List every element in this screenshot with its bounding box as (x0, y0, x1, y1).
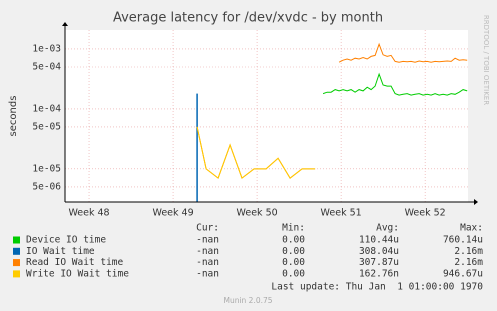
legend-stat: 110.44u (359, 235, 399, 246)
plot-area (65, 30, 468, 202)
legend-stat: 308.04u (359, 246, 399, 257)
y-tick-label: 1e-03 (32, 43, 61, 54)
legend-stat: 2.16m (454, 246, 483, 257)
y-axis-label: seconds (8, 96, 19, 137)
legend-label: Device IO time (26, 235, 106, 246)
y-tick-label: 5e-05 (32, 121, 61, 132)
legend-stat: -nan (196, 268, 219, 279)
legend-swatch (13, 247, 20, 255)
legend-stat: -nan (196, 235, 219, 246)
legend-stat: 0.00 (282, 257, 305, 268)
x-tick-label: Week 49 (152, 208, 193, 219)
legend-header: Max: (460, 223, 483, 234)
legend-header: Min: (282, 223, 305, 234)
x-tick-label: Week 51 (321, 208, 362, 219)
y-tick-label: 1e-04 (32, 103, 61, 114)
x-tick-label: Week 52 (405, 208, 446, 219)
series-line (322, 72, 468, 96)
legend-stat: 0.00 (282, 268, 305, 279)
y-tick-label: 5e-04 (32, 61, 61, 72)
footer: Munin 2.0.75 (223, 296, 272, 305)
legend-stat: -nan (196, 257, 219, 268)
y-axis-arrow (62, 22, 68, 26)
y-tick-label: 1e-05 (32, 163, 61, 174)
legend-swatch (13, 236, 20, 244)
legend-header: Avg: (376, 223, 399, 234)
legend-stat: 162.76n (359, 268, 399, 279)
y-tick-label: 5e-06 (32, 181, 61, 192)
legend-stat: 0.00 (282, 246, 305, 257)
x-tick-label: Week 50 (237, 208, 278, 219)
series-line (338, 42, 468, 63)
legend-stat: 307.87u (359, 257, 399, 268)
legend-stat: 2.16m (454, 257, 483, 268)
legend-label: Read IO Wait time (26, 257, 124, 268)
x-tick-label: Week 48 (68, 208, 109, 219)
legend-label: Write IO Wait time (26, 268, 129, 279)
chart-title: Average latency for /dev/xvdc - by month (113, 11, 383, 26)
legend-swatch (13, 270, 20, 278)
legend-stat: 946.67u (443, 268, 483, 279)
legend-label: IO Wait time (26, 246, 95, 257)
side-label: RRDTOOL / TOBI OETIKER (482, 15, 490, 105)
legend-stat: -nan (196, 246, 219, 257)
last-update: Last update: Thu Jan 1 01:00:00 1970 (271, 282, 483, 293)
legend-stat: 0.00 (282, 235, 305, 246)
legend-swatch (13, 259, 20, 267)
legend-header: Cur: (196, 223, 219, 234)
x-axis-arrow (474, 199, 478, 205)
legend-stat: 760.14u (443, 235, 483, 246)
series-line (196, 126, 316, 179)
